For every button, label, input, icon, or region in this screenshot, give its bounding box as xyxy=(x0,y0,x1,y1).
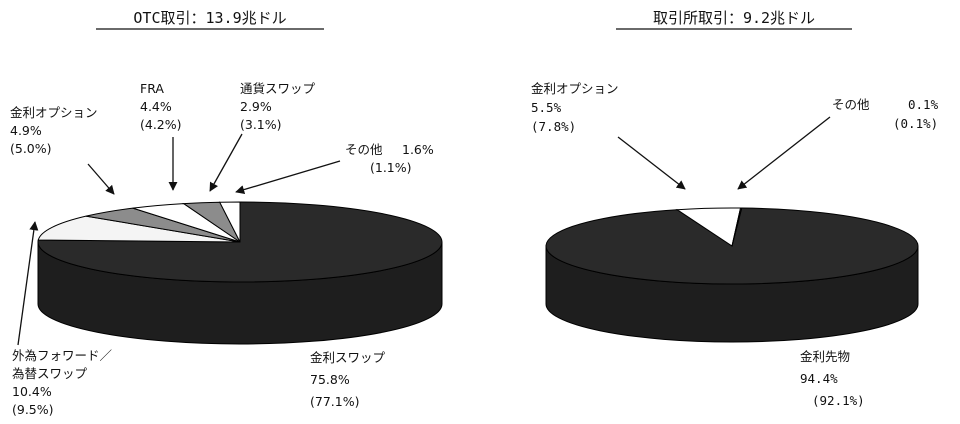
otc-label-fx-forward: 外為フォワード／ 為替スワップ 10.4% (9.5%) xyxy=(12,348,113,417)
label-name: 金利オプション xyxy=(531,81,619,96)
label-name: その他 xyxy=(832,97,870,112)
otc-label-ir-options: 金利オプション 4.9% (5.0%) xyxy=(10,105,98,156)
label-name: 金利先物 xyxy=(800,349,850,364)
label-paren: (4.2%) xyxy=(140,117,182,132)
label-name-1: 外為フォワード／ xyxy=(12,348,113,363)
label-name-2: 為替スワップ xyxy=(12,366,88,381)
exchange-label-ir-options: 金利オプション 5.5% (7.8%) xyxy=(531,81,619,134)
label-name: その他 xyxy=(345,142,383,157)
label-paren: (9.5%) xyxy=(12,402,54,417)
label-paren: (3.1%) xyxy=(240,117,282,132)
label-value: 1.6% xyxy=(402,142,434,157)
label-paren: (1.1%) xyxy=(370,160,412,175)
label-value: 5.5% xyxy=(531,100,562,115)
arrow-otc-other xyxy=(235,160,341,195)
otc-label-fra: FRA 4.4% (4.2%) xyxy=(140,81,182,132)
label-value: 0.1% xyxy=(908,97,939,112)
exchange-chart-title: 取引所取引：9.2兆ドル xyxy=(653,9,815,27)
arrow-otc-ir-options xyxy=(87,163,115,195)
arrow-exchange-ir-options xyxy=(617,136,686,190)
otc-label-currency-swap: 通貨スワップ 2.9% (3.1%) xyxy=(240,81,316,132)
otc-chart-title: OTC取引：13.9兆ドル xyxy=(133,9,286,27)
label-paren: (77.1%) xyxy=(310,394,359,409)
label-paren: (0.1%) xyxy=(893,116,938,131)
otc-label-other: その他 1.6% (1.1%) xyxy=(345,142,434,175)
label-value: 75.8% xyxy=(310,372,350,387)
label-name: 金利オプション xyxy=(10,105,98,120)
label-value: 94.4% xyxy=(800,371,838,386)
exchange-label-other: その他 0.1% (0.1%) xyxy=(832,97,939,131)
exchange-pie xyxy=(545,207,919,343)
exchange-label-ir-futures: 金利先物 94.4% (92.1%) xyxy=(800,349,865,408)
otc-label-ir-swap: 金利スワップ 75.8% (77.1%) xyxy=(310,350,386,409)
label-paren: (5.0%) xyxy=(10,141,52,156)
otc-pie-slice-5 xyxy=(218,201,241,243)
otc-pie-slice-1 xyxy=(37,215,241,243)
exchange-pie-slice-2 xyxy=(731,207,743,247)
arrow-otc-currency-swap xyxy=(209,133,243,192)
label-value: 4.9% xyxy=(10,123,42,138)
label-paren: (92.1%) xyxy=(812,393,865,408)
otc-pie xyxy=(37,201,443,345)
label-name: 通貨スワップ xyxy=(240,81,316,96)
label-value: 4.4% xyxy=(140,99,172,114)
arrow-exchange-other xyxy=(737,116,831,190)
label-paren: (7.8%) xyxy=(531,119,576,134)
label-value: 10.4% xyxy=(12,384,52,399)
label-value: 2.9% xyxy=(240,99,272,114)
arrow-otc-fx-forward xyxy=(17,221,39,346)
label-name: FRA xyxy=(140,81,164,96)
label-name: 金利スワップ xyxy=(310,350,386,365)
